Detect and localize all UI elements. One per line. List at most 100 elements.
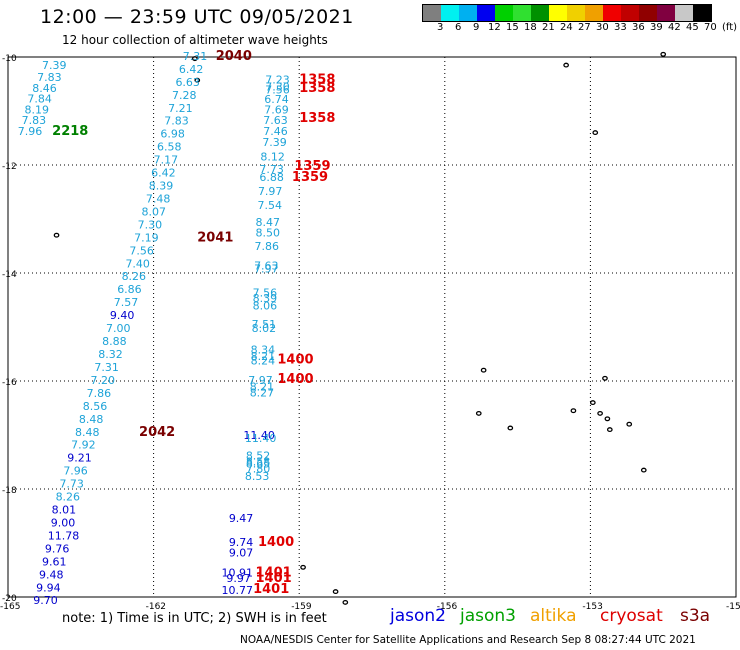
- scale-swatch: [459, 5, 477, 21]
- wave-height-label: 9.94: [36, 581, 61, 594]
- wave-height-label: 8.48: [79, 413, 104, 426]
- scale-swatch: [423, 5, 441, 21]
- wave-height-label: 9.00: [51, 516, 76, 529]
- wave-height-label: 7.39: [262, 136, 287, 149]
- wave-height-label: 7.40: [125, 257, 150, 270]
- wave-height-label: 7.73: [59, 478, 83, 491]
- latitude-label: -14: [2, 270, 17, 280]
- scale-swatch: [657, 5, 675, 21]
- legend-jason3: jason3: [460, 606, 516, 626]
- wave-height-label: 8.65: [246, 458, 271, 471]
- legend-s3a: s3a: [680, 606, 711, 626]
- wave-height-label: 7.30: [265, 81, 290, 94]
- island-outline: [570, 408, 577, 414]
- time-label: 1358: [299, 81, 335, 96]
- time-label: 2218: [52, 124, 88, 139]
- wave-height-label: 7.56: [129, 244, 154, 257]
- wave-height-label: 8.53: [245, 470, 269, 483]
- wave-height-label: 7.56: [265, 83, 290, 96]
- wave-height-label: 7.92: [71, 439, 96, 452]
- time-label: 1359: [294, 159, 330, 174]
- island-outline: [606, 427, 613, 433]
- wave-height-label: 9.61: [42, 555, 66, 568]
- wave-height-label: 8.50: [256, 227, 281, 240]
- wave-height-label: 7.23: [265, 74, 290, 87]
- wave-height-label: 7.48: [146, 192, 171, 205]
- island-outline: [475, 410, 482, 416]
- time-label: 1401: [256, 571, 292, 586]
- time-label: 2041: [197, 230, 233, 245]
- wave-height-label: 8.52: [246, 450, 271, 463]
- color-scale-labels: 3 6 9 12 15 18 21 24 27 30 33 36 39 42 45 70 (ft): [422, 22, 740, 34]
- wave-height-label: 11.40: [245, 432, 276, 445]
- wave-height-label: 8.12: [260, 150, 285, 163]
- scale-swatch: [549, 5, 567, 21]
- wave-height-label: 7.00: [106, 322, 130, 335]
- time-label: 1359: [292, 170, 328, 185]
- latitude-label: -18: [2, 486, 17, 496]
- longitude-label: -156: [437, 602, 458, 612]
- wave-height-label: 8.56: [83, 400, 108, 413]
- page-title: 12:00 — 23:59 UTC 09/05/2021: [40, 6, 354, 28]
- longitude-label: -15: [726, 602, 740, 612]
- wave-height-label: 7.97: [258, 185, 283, 198]
- scale-label: 33: [614, 22, 627, 33]
- latitude-label: -10: [2, 54, 17, 64]
- time-label: 1401: [253, 582, 289, 597]
- wave-height-label: 11.40: [243, 429, 274, 442]
- island-outline: [602, 375, 608, 381]
- wave-height-label: 7.63: [254, 259, 279, 272]
- scale-swatch: [585, 5, 603, 21]
- wave-height-label: 8.01: [52, 504, 77, 517]
- longitude-label: -165: [0, 602, 20, 612]
- scale-label: 42: [668, 22, 681, 33]
- scale-label: 39: [650, 22, 663, 33]
- wave-height-label: 8.06: [253, 299, 278, 312]
- wave-height-label: 8.19: [25, 103, 50, 116]
- wave-height-label: 8.47: [256, 216, 281, 229]
- scale-swatch: [639, 5, 657, 21]
- wave-height-label: 7.54: [257, 199, 282, 212]
- island-outline: [194, 77, 201, 83]
- wave-height-label: 9.07: [229, 547, 254, 560]
- wave-height-label: 6.86: [117, 283, 142, 296]
- wave-height-label: 8.07: [141, 205, 166, 218]
- island-outline: [300, 564, 306, 570]
- wave-height-label: 9.76: [45, 542, 69, 555]
- scale-swatch: [513, 5, 531, 21]
- wave-height-label: 8.24: [251, 354, 276, 367]
- time-label: 2040: [216, 49, 252, 64]
- scale-label: 21: [542, 22, 555, 33]
- map-frame: [7, 56, 737, 598]
- island-outline: [626, 421, 633, 427]
- wave-height-label: 7.31: [183, 50, 208, 63]
- longitude-label: -153: [582, 602, 602, 612]
- wave-height-label: 8.39: [253, 292, 278, 305]
- latitude-label: -16: [2, 378, 17, 388]
- wave-height-label: 9.21: [67, 452, 92, 465]
- wave-height-label: 9.40: [110, 309, 135, 322]
- page-subtitle: 12 hour collection of altimeter wave hei…: [62, 33, 328, 47]
- wave-height-label: 8.26: [56, 491, 81, 504]
- wave-height-label: 7.97: [248, 374, 272, 387]
- wave-height-label: 8.39: [149, 180, 174, 193]
- wave-height-label: 8.46: [32, 82, 57, 95]
- wave-height-label: 7.97: [254, 263, 279, 276]
- wave-height-label: 9.97: [226, 572, 251, 585]
- scale-swatch: [603, 5, 621, 21]
- scale-swatch: [693, 5, 711, 21]
- wave-height-label: 7.17: [154, 154, 179, 167]
- wave-height-label: 7.84: [27, 93, 52, 106]
- scale-label: 36: [632, 22, 645, 33]
- wave-height-label: 7.73: [259, 163, 284, 176]
- scale-label: 12: [488, 22, 501, 33]
- island-outline: [507, 425, 514, 431]
- wave-height-label: 11.78: [48, 529, 80, 542]
- scale-label: 3: [437, 22, 444, 33]
- legend-altika: altika: [530, 606, 577, 626]
- wave-height-label: 7.80: [246, 462, 271, 475]
- wave-height-label: 7.96: [63, 465, 88, 478]
- scale-label: 6: [455, 22, 462, 33]
- time-label: 1401: [256, 566, 292, 581]
